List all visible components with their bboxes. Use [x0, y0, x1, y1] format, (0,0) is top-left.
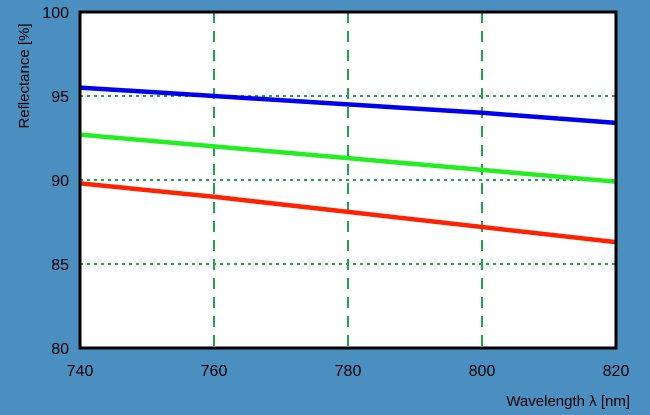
y-tick-label-90: 90	[51, 173, 69, 190]
x-axis-label: Wavelength λ [nm]	[506, 393, 630, 410]
grid-lines	[80, 12, 616, 348]
x-tick-label-820: 820	[603, 363, 630, 380]
series-lines	[79, 85, 617, 245]
series-line-2	[79, 132, 617, 184]
series-line-3	[79, 181, 617, 245]
y-axis-label: Reflectance [%]	[16, 23, 33, 128]
y-tick-label-80: 80	[51, 341, 69, 358]
series-line-1	[79, 85, 617, 126]
y-tick-label-85: 85	[51, 257, 69, 274]
x-tick-label-740: 740	[67, 363, 94, 380]
y-tick-label-95: 95	[51, 89, 69, 106]
x-tick-label-780: 780	[335, 363, 362, 380]
y-tick-label-100: 100	[42, 5, 69, 22]
tick-labels: 740 760 780 800 820 80 85 90 95 100	[42, 5, 629, 380]
x-tick-label-760: 760	[201, 363, 228, 380]
plot-border	[78, 10, 618, 350]
x-tick-label-800: 800	[469, 363, 496, 380]
